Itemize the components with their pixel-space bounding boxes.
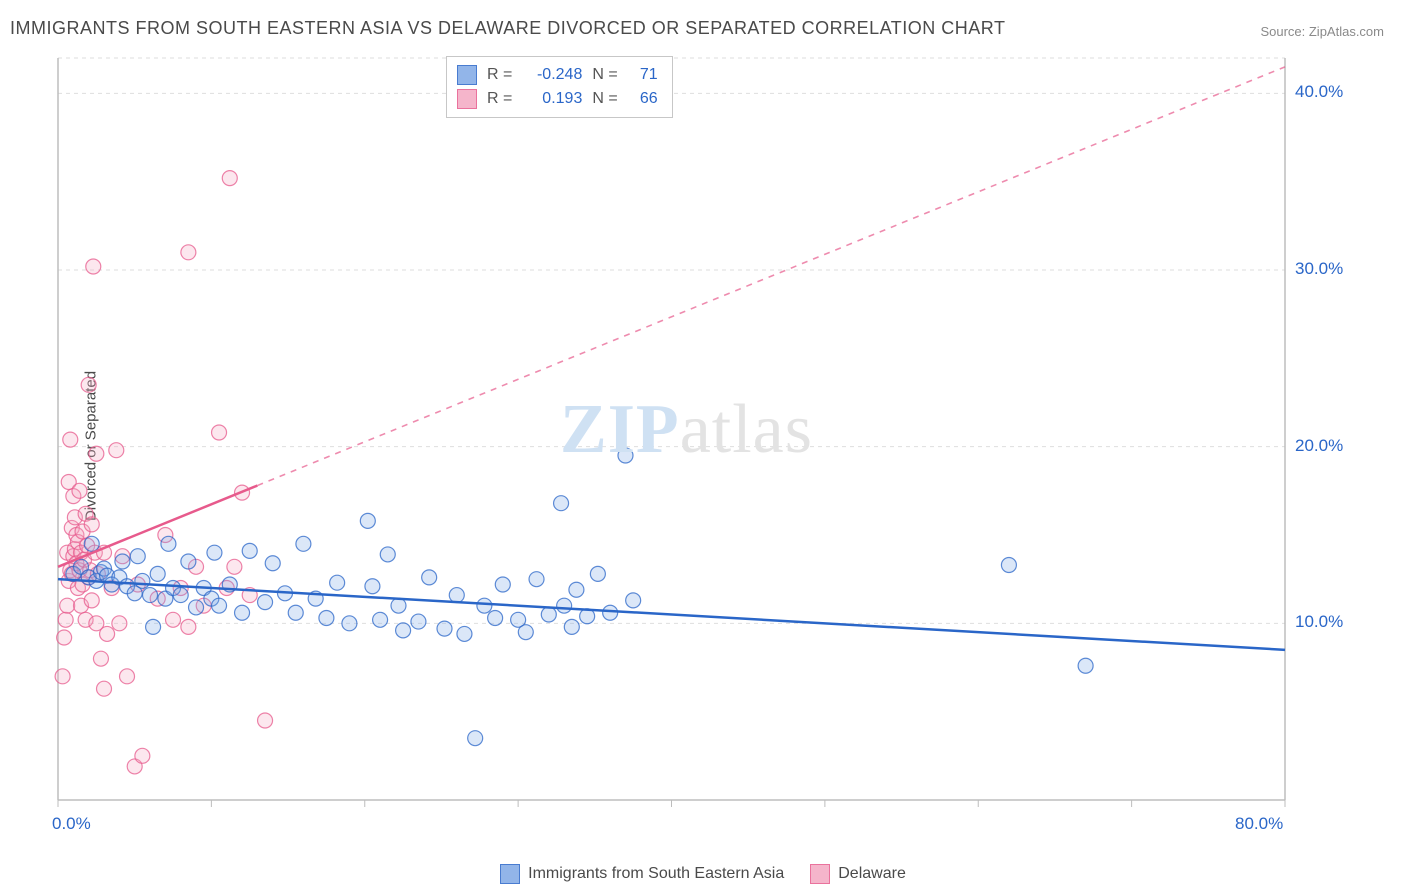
- stats-row-pink: R = 0.193 N = 66: [457, 87, 658, 111]
- legend-label-blue: Immigrants from South Eastern Asia: [528, 865, 784, 883]
- legend-swatch-blue: [500, 864, 520, 884]
- n-label: N =: [592, 63, 617, 87]
- n-value-pink: 66: [628, 87, 658, 111]
- y-tick-10: 10.0%: [1295, 612, 1343, 632]
- x-tick-80: 80.0%: [1235, 814, 1283, 834]
- legend-item-pink: Delaware: [810, 864, 906, 884]
- swatch-blue: [457, 65, 477, 85]
- legend-item-blue: Immigrants from South Eastern Asia: [500, 864, 784, 884]
- source-name: ZipAtlas.com: [1309, 24, 1384, 39]
- r-label: R =: [487, 87, 512, 111]
- n-value-blue: 71: [628, 63, 658, 87]
- y-tick-20: 20.0%: [1295, 436, 1343, 456]
- r-label: R =: [487, 63, 512, 87]
- correlation-stats-box: R = -0.248 N = 71 R = 0.193 N = 66: [446, 56, 673, 118]
- swatch-pink: [457, 89, 477, 109]
- source-prefix: Source:: [1260, 24, 1308, 39]
- chart-container: IMMIGRANTS FROM SOUTH EASTERN ASIA VS DE…: [0, 0, 1406, 892]
- x-tick-0: 0.0%: [52, 814, 91, 834]
- legend: Immigrants from South Eastern Asia Delaw…: [0, 864, 1406, 884]
- stats-row-blue: R = -0.248 N = 71: [457, 63, 658, 87]
- scatter-plot: [50, 50, 1350, 840]
- n-label: N =: [592, 87, 617, 111]
- y-tick-30: 30.0%: [1295, 259, 1343, 279]
- chart-title: IMMIGRANTS FROM SOUTH EASTERN ASIA VS DE…: [10, 18, 1005, 39]
- r-value-pink: 0.193: [522, 87, 582, 111]
- r-value-blue: -0.248: [522, 63, 582, 87]
- legend-swatch-pink: [810, 864, 830, 884]
- y-tick-40: 40.0%: [1295, 82, 1343, 102]
- source-attribution: Source: ZipAtlas.com: [1260, 24, 1384, 39]
- legend-label-pink: Delaware: [838, 865, 906, 883]
